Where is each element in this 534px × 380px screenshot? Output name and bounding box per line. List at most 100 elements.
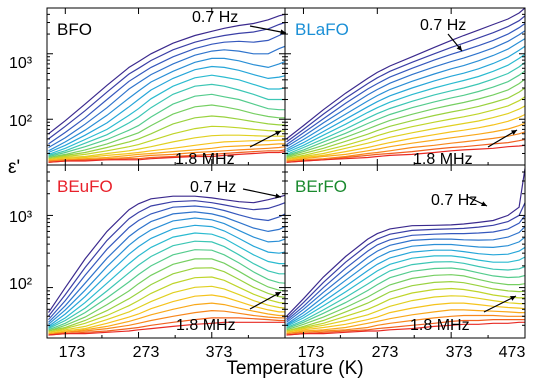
series-line-2 bbox=[48, 200, 285, 317]
y-tick-label-top-100: 10² bbox=[9, 113, 33, 130]
series-line-16 bbox=[48, 309, 285, 336]
bottom-annotation: 1.8 MHz bbox=[176, 317, 236, 334]
series-line-11 bbox=[286, 280, 525, 332]
series-line-18 bbox=[48, 151, 285, 163]
series-line-12 bbox=[48, 276, 285, 333]
x-tick-label-left-173: 173 bbox=[59, 344, 86, 361]
series-line-12 bbox=[286, 96, 525, 160]
series-line-10 bbox=[48, 258, 285, 332]
series-line-14 bbox=[48, 139, 285, 161]
series-line-15 bbox=[48, 302, 285, 335]
series-line-6 bbox=[48, 224, 285, 327]
x-axis-title: Temperature (K) bbox=[226, 358, 363, 379]
panel-bfo: BFO 0.7 Hz 1.8 MHz bbox=[46, 7, 287, 168]
series-line-11 bbox=[286, 87, 525, 159]
series-line-9 bbox=[48, 249, 285, 331]
series-line-5 bbox=[48, 57, 285, 152]
series-line-11 bbox=[48, 267, 285, 332]
series-line-13 bbox=[48, 134, 285, 161]
series-line-5 bbox=[286, 236, 525, 325]
series-line-4 bbox=[48, 45, 285, 149]
y-axis-title: ε' bbox=[8, 157, 20, 178]
panel-frame bbox=[284, 164, 526, 339]
series-line-1 bbox=[286, 168, 525, 317]
series-line-10 bbox=[286, 78, 525, 158]
series-line-10 bbox=[286, 274, 525, 331]
series-line-7 bbox=[286, 53, 525, 154]
x-tick-label-right-373: 373 bbox=[446, 344, 473, 361]
top-arrow-shaft bbox=[249, 25, 287, 34]
x-tick-label-right-473: 473 bbox=[499, 344, 526, 361]
top-annotation: 0.7 Hz bbox=[431, 192, 477, 209]
top-annotation: 0.7 Hz bbox=[192, 9, 238, 26]
series-line-13 bbox=[286, 105, 525, 161]
top-arrow-head bbox=[275, 193, 281, 199]
top-arrow-head bbox=[481, 201, 487, 207]
bottom-arrow-head bbox=[275, 292, 281, 297]
top-arrow-head bbox=[456, 45, 462, 51]
series-line-4 bbox=[286, 226, 525, 323]
series-line-8 bbox=[286, 61, 525, 155]
panel-berfo: BErFO 0.7 Hz 1.8 MHz bbox=[284, 164, 526, 339]
x-tick-label-right-173: 173 bbox=[298, 344, 325, 361]
series-line-17 bbox=[286, 319, 525, 336]
bottom-arrow-shaft bbox=[249, 130, 282, 148]
series-line-1 bbox=[48, 13, 285, 135]
series-line-5 bbox=[286, 38, 525, 150]
series-line-17 bbox=[48, 317, 285, 336]
panel-label: BEuFO bbox=[57, 177, 113, 196]
series-line-3 bbox=[286, 23, 525, 146]
bottom-arrow-head bbox=[275, 131, 281, 136]
series-group bbox=[48, 13, 285, 163]
x-tick-label-right-273: 273 bbox=[372, 344, 399, 361]
series-line-15 bbox=[48, 143, 285, 162]
series-group bbox=[48, 194, 285, 336]
bottom-arrow-head bbox=[511, 130, 517, 135]
series-line-18 bbox=[48, 321, 285, 336]
bottom-arrow-shaft bbox=[487, 129, 518, 148]
top-annotation: 0.7 Hz bbox=[190, 179, 236, 196]
series-line-16 bbox=[286, 314, 525, 335]
series-line-6 bbox=[286, 45, 525, 152]
series-line-2 bbox=[286, 15, 525, 143]
series-line-15 bbox=[286, 122, 525, 162]
y-tick-label-top-1000: 10³ bbox=[9, 55, 33, 72]
series-line-9 bbox=[286, 267, 525, 330]
x-tick-label-left-373: 373 bbox=[206, 344, 233, 361]
series-line-8 bbox=[48, 240, 285, 330]
panel-label: BLaFO bbox=[295, 20, 349, 39]
series-group bbox=[286, 168, 525, 336]
y-tick-label-bottom-100: 10² bbox=[9, 276, 33, 293]
bottom-arrow-head bbox=[510, 296, 516, 301]
series-line-15 bbox=[286, 309, 525, 335]
series-line-14 bbox=[48, 294, 285, 335]
series-line-8 bbox=[48, 83, 285, 156]
series-line-2 bbox=[48, 21, 285, 140]
series-line-11 bbox=[48, 115, 285, 160]
panel-beufo: BEuFO 0.7 Hz 1.8 MHz bbox=[46, 164, 286, 339]
series-line-10 bbox=[48, 104, 285, 159]
series-line-4 bbox=[48, 211, 285, 323]
series-line-2 bbox=[286, 202, 525, 320]
series-line-6 bbox=[286, 246, 525, 326]
bottom-annotation: 1.8 MHz bbox=[175, 151, 235, 168]
top-arrow-shaft bbox=[242, 188, 282, 198]
series-line-18 bbox=[286, 144, 525, 163]
series-line-3 bbox=[286, 215, 525, 321]
series-line-14 bbox=[286, 302, 525, 333]
series-line-9 bbox=[286, 70, 525, 156]
series-line-12 bbox=[48, 125, 285, 160]
series-line-4 bbox=[286, 30, 525, 148]
bottom-annotation: 1.8 MHz bbox=[413, 151, 473, 168]
bottom-annotation: 1.8 MHz bbox=[410, 317, 470, 334]
series-line-14 bbox=[286, 113, 525, 161]
top-annotation: 0.7 Hz bbox=[420, 17, 466, 34]
bottom-arrow-shaft bbox=[483, 295, 517, 313]
series-line-18 bbox=[286, 321, 525, 336]
panel-blafo: BLaFO 0.7 Hz 1.8 MHz bbox=[284, 7, 526, 168]
x-tick-label-left-273: 273 bbox=[133, 344, 160, 361]
y-tick-label-bottom-1000: 10³ bbox=[9, 209, 33, 226]
panel-label: BFO bbox=[57, 20, 92, 39]
series-line-13 bbox=[286, 295, 525, 333]
